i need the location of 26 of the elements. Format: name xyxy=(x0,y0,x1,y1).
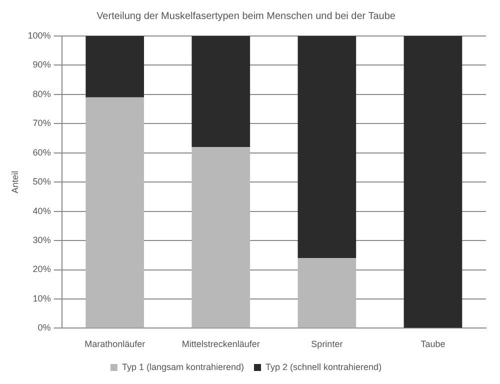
y-tick-label: 0% xyxy=(38,322,51,333)
y-tick-label: 60% xyxy=(32,147,51,158)
bar xyxy=(86,97,144,328)
y-tick-label: 100% xyxy=(28,30,51,40)
bar xyxy=(298,36,356,258)
chart-title: Verteilung der Muskelfasertypen beim Menschen und bei der Taube xyxy=(96,10,396,22)
x-tick-label: Mittelstreckenläufer xyxy=(182,339,260,350)
x-tick-label: Sprinter xyxy=(311,339,343,350)
legend-label: Typ 1 (langsam kontrahierend) xyxy=(122,362,244,372)
y-tick-label: 30% xyxy=(32,235,51,246)
y-tick-label: 80% xyxy=(32,88,51,99)
y-tick-label: 90% xyxy=(32,60,51,70)
bar xyxy=(298,258,356,328)
bar xyxy=(404,36,462,328)
bar xyxy=(192,147,250,328)
bar xyxy=(86,36,144,98)
y-axis-title: Anteil xyxy=(10,170,20,194)
x-tick-label: Marathonläufer xyxy=(84,339,146,350)
bar xyxy=(192,36,250,148)
y-tick-label: 70% xyxy=(32,118,51,128)
y-tick-label: 40% xyxy=(32,206,51,216)
y-tick-label: 10% xyxy=(32,293,51,304)
legend-label: Typ 2 (schnell kontrahierend) xyxy=(266,362,382,372)
x-tick-label: Taube xyxy=(420,339,446,350)
y-tick-label: 20% xyxy=(32,264,51,274)
y-tick-label: 50% xyxy=(32,176,51,187)
